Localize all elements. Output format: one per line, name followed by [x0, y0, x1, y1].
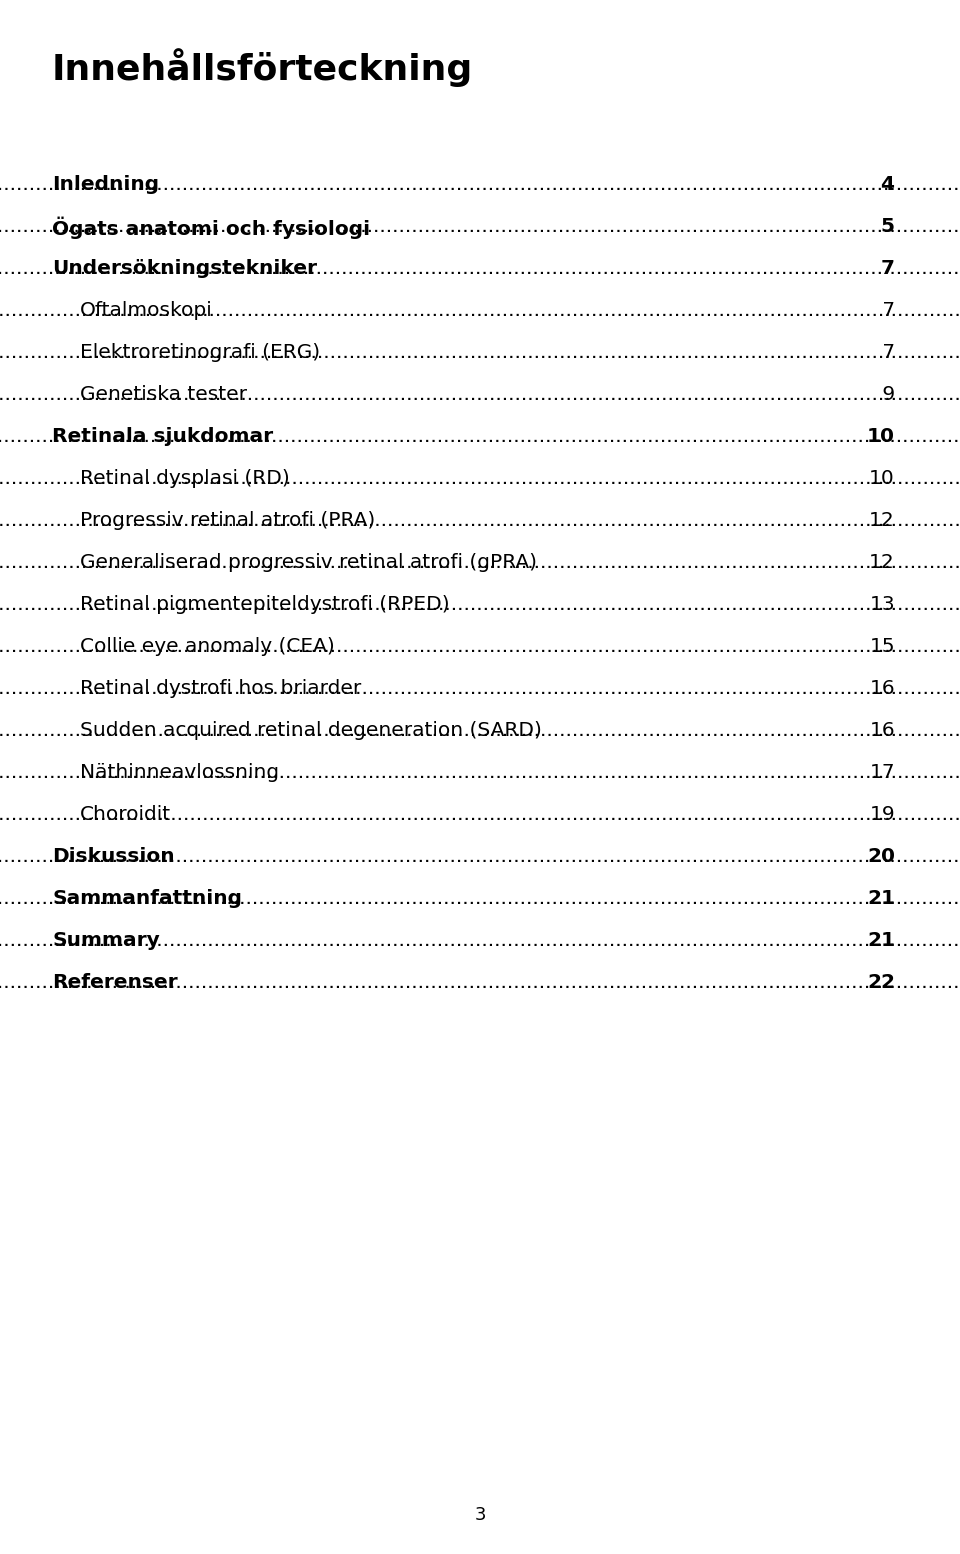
Text: ................................................................................: ........................................…: [0, 176, 960, 194]
Text: 12: 12: [869, 553, 895, 572]
Text: 4: 4: [874, 176, 895, 194]
Text: Innehållsförteckning: Innehållsförteckning: [52, 48, 473, 87]
Text: ................................................................................: ........................................…: [0, 469, 960, 488]
Text: ................................................................................: ........................................…: [0, 637, 960, 656]
Text: ................................................................................: ........................................…: [0, 889, 960, 908]
Text: ................................................................................: ........................................…: [0, 301, 960, 320]
Text: 21: 21: [867, 931, 895, 949]
Text: Progressiv retinal atrofi (PRA): Progressiv retinal atrofi (PRA): [80, 511, 375, 530]
Text: Collie eye anomaly (CEA): Collie eye anomaly (CEA): [80, 637, 335, 656]
Text: ................................................................................: ........................................…: [0, 553, 960, 572]
Text: 19: 19: [870, 805, 895, 824]
Text: ................................................................................: ........................................…: [0, 427, 960, 446]
Text: Undersökningstekniker: Undersökningstekniker: [52, 260, 317, 278]
Text: Retinal pigmentepiteldystrofi (RPED): Retinal pigmentepiteldystrofi (RPED): [80, 595, 449, 614]
Text: ................................................................................: ........................................…: [0, 721, 960, 740]
Text: Sudden acquired retinal degeneration (SARD): Sudden acquired retinal degeneration (SA…: [80, 721, 541, 740]
Text: 10: 10: [867, 427, 895, 446]
Text: 13: 13: [870, 595, 895, 614]
Text: 22: 22: [867, 973, 895, 991]
Text: Sammanfattning: Sammanfattning: [52, 889, 242, 908]
Text: Retinal dysplasi (RD): Retinal dysplasi (RD): [80, 469, 290, 488]
Text: ................................................................................: ........................................…: [0, 931, 960, 949]
Text: ................................................................................: ........................................…: [0, 385, 960, 404]
Text: ................................................................................: ........................................…: [0, 679, 960, 698]
Text: 3: 3: [474, 1506, 486, 1524]
Text: Ögats anatomi och fysiologi: Ögats anatomi och fysiologi: [52, 218, 371, 239]
Text: Referenser: Referenser: [52, 973, 178, 991]
Text: 17: 17: [870, 763, 895, 782]
Text: 20: 20: [867, 847, 895, 866]
Text: ................................................................................: ........................................…: [0, 260, 960, 278]
Text: ................................................................................: ........................................…: [0, 805, 960, 824]
Text: 12: 12: [869, 511, 895, 530]
Text: 21: 21: [867, 889, 895, 908]
Text: Retinal dystrofi hos briarder: Retinal dystrofi hos briarder: [80, 679, 361, 698]
Text: 16: 16: [870, 721, 895, 740]
Text: 5: 5: [874, 218, 895, 236]
Text: ................................................................................: ........................................…: [0, 847, 960, 866]
Text: Generaliserad progressiv retinal atrofi (gPRA): Generaliserad progressiv retinal atrofi …: [80, 553, 537, 572]
Text: ................................................................................: ........................................…: [0, 973, 960, 991]
Text: 7: 7: [876, 301, 895, 320]
Text: 7: 7: [876, 343, 895, 362]
Text: ................................................................................: ........................................…: [0, 343, 960, 362]
Text: ................................................................................: ........................................…: [0, 511, 960, 530]
Text: ................................................................................: ........................................…: [0, 763, 960, 782]
Text: Diskussion: Diskussion: [52, 847, 175, 866]
Text: Summary: Summary: [52, 931, 159, 949]
Text: Elektroretinografi (ERG): Elektroretinografi (ERG): [80, 343, 320, 362]
Text: ................................................................................: ........................................…: [0, 218, 960, 236]
Text: Inledning: Inledning: [52, 176, 159, 194]
Text: 10: 10: [869, 469, 895, 488]
Text: Choroidit: Choroidit: [80, 805, 171, 824]
Text: Retinala sjukdomar: Retinala sjukdomar: [52, 427, 274, 446]
Text: 7: 7: [874, 260, 895, 278]
Text: 9: 9: [876, 385, 895, 404]
Text: Oftalmoskopi: Oftalmoskopi: [80, 301, 213, 320]
Text: 15: 15: [870, 637, 895, 656]
Text: Näthinneavlossning: Näthinneavlossning: [80, 763, 279, 782]
Text: 16: 16: [870, 679, 895, 698]
Text: ................................................................................: ........................................…: [0, 595, 960, 614]
Text: Genetiska tester: Genetiska tester: [80, 385, 247, 404]
